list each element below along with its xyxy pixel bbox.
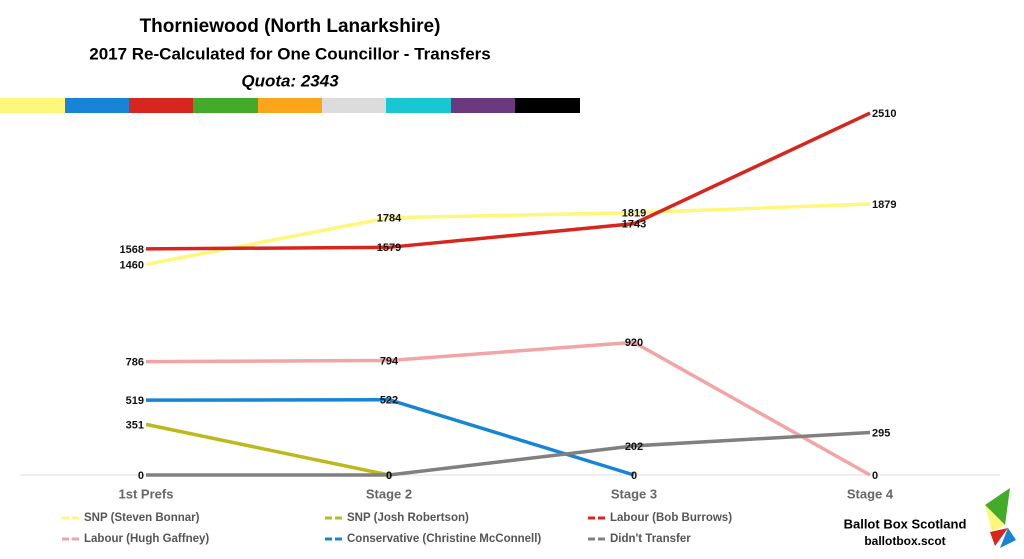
data-label: 1743 [622,219,646,231]
brand: Ballot Box Scotland [844,516,967,531]
chart-subtitle: 2017 Re-Calculated for One Councillor - … [89,44,491,63]
legend-label: Didn't Transfer [610,533,691,545]
logo [985,488,1016,548]
data-label: 0 [631,470,637,482]
legend-label: Labour (Bob Burrows) [610,512,732,524]
data-label: 1568 [120,244,144,256]
data-label: 1579 [377,242,401,254]
data-label: 920 [625,337,643,349]
series-line [145,340,871,477]
legend-label: SNP (Steven Bonnar) [84,512,200,524]
data-label: 0 [872,470,878,482]
data-label: 0 [386,470,392,482]
data-label: 1879 [872,199,896,211]
data-label: 2510 [872,108,896,120]
series-line [146,430,871,477]
brand-url: ballotbox.scot [864,534,945,548]
chart-title: Thorniewood (North Lanarkshire) [140,16,441,37]
data-label: 786 [126,357,144,369]
series-line [145,111,871,251]
data-label: 351 [126,419,144,431]
data-label: 794 [380,355,399,367]
data-label: 202 [625,441,643,453]
data-label: 522 [380,395,398,407]
x-tick-label: Stage 3 [611,486,657,501]
x-tick-label: Stage 4 [847,486,894,501]
series-line [145,422,390,477]
data-label: 295 [872,427,890,439]
legend-label: Conservative (Christine McConnell) [347,533,541,545]
data-label: 519 [126,395,144,407]
legend-label: SNP (Josh Robertson) [347,512,469,524]
series-line [145,397,635,477]
data-label: 1819 [622,208,646,220]
data-label: 1460 [120,259,144,271]
quota-annotation: Quota: 2343 [241,71,339,90]
series-line [145,202,871,267]
data-label: 0 [386,470,392,482]
color-strip [0,98,580,113]
x-tick-label: Stage 2 [366,486,412,501]
data-label: 0 [138,470,144,482]
legend-label: Labour (Hugh Gaffney) [84,533,209,545]
x-tick-label: 1st Prefs [119,486,174,501]
data-label: 1784 [377,213,402,225]
